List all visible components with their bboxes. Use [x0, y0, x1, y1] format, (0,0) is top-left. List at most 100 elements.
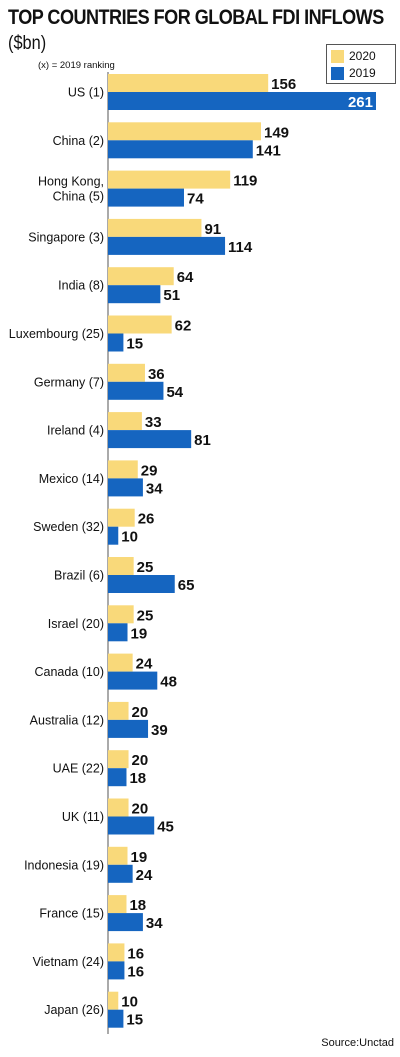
- data-label-2019: 24: [136, 867, 153, 884]
- category-label: India (8): [58, 279, 104, 293]
- legend-item-2019: 2019: [331, 66, 376, 80]
- bar-2020: [108, 605, 134, 624]
- legend-label-2019: 2019: [349, 66, 376, 80]
- data-label-2020: 20: [132, 752, 149, 769]
- category-label: Germany (7): [34, 375, 104, 389]
- chart-subtitle: ($bn): [8, 33, 47, 54]
- bar-2019: [108, 478, 143, 497]
- category-label: France (15): [39, 907, 104, 921]
- category-label: UAE (22): [53, 762, 104, 776]
- bar-2019: [108, 913, 143, 932]
- bar-2019: [108, 526, 119, 545]
- data-label-2020: 64: [177, 269, 194, 286]
- data-label-2020: 33: [145, 414, 162, 431]
- category-label: US (1): [68, 86, 104, 100]
- category-label: Luxembourg (25): [9, 327, 104, 341]
- data-label-2020: 119: [233, 173, 257, 190]
- category-label: Sweden (32): [33, 520, 104, 534]
- category-label: Canada (10): [35, 665, 105, 679]
- category-label: Indonesia (19): [24, 858, 104, 872]
- legend-swatch-2020: [331, 49, 344, 63]
- chart-title: TOP COUNTRIES FOR GLOBAL FDI INFLOWS: [8, 6, 384, 29]
- bar-2020: [108, 218, 202, 237]
- data-label-2019: 10: [121, 529, 138, 546]
- data-label-2020: 149: [264, 124, 289, 141]
- bar-2020: [108, 267, 174, 286]
- legend-item-2020: 2020: [331, 49, 376, 63]
- data-label-2019: 48: [160, 674, 177, 691]
- data-label-2019: 74: [187, 191, 204, 208]
- category-label: China (5): [53, 190, 104, 204]
- data-label-2019: 34: [146, 915, 163, 932]
- category-label: Vietnam (24): [33, 955, 104, 969]
- data-label-2019: 54: [166, 384, 183, 401]
- bar-2020: [108, 460, 138, 479]
- data-label-2019: 18: [129, 770, 146, 787]
- bar-2020: [108, 412, 142, 431]
- legend: 2020 2019: [326, 44, 396, 84]
- bar-2020: [108, 170, 231, 189]
- category-label: Brazil (6): [54, 569, 104, 583]
- data-label-2019: 81: [194, 432, 211, 449]
- data-label-2020: 25: [137, 607, 154, 624]
- bar-2019: [108, 430, 192, 449]
- data-label-2019: 39: [151, 722, 168, 739]
- bar-2019: [108, 575, 175, 593]
- category-label: UK (11): [62, 810, 104, 824]
- data-label-2020: 16: [127, 945, 144, 962]
- data-label-2020: 18: [129, 897, 146, 914]
- bar-2020: [108, 798, 129, 817]
- bar-2019: [108, 92, 376, 110]
- bar-2020: [108, 846, 128, 865]
- bar-2019: [108, 768, 127, 787]
- data-label-2020: 29: [141, 462, 158, 479]
- bar-2020: [108, 750, 129, 769]
- bar-2020: [108, 895, 127, 914]
- data-label-2020: 62: [175, 318, 192, 335]
- bar-2020: [108, 74, 269, 92]
- data-label-2019: 16: [127, 963, 144, 980]
- bar-2019: [108, 285, 161, 304]
- data-label-2019: 261: [348, 94, 373, 111]
- bar-2020: [108, 943, 125, 962]
- ranking-note: (x) = 2019 ranking: [38, 60, 115, 71]
- legend-label-2020: 2020: [349, 49, 376, 63]
- data-label-2020: 36: [148, 366, 165, 383]
- category-label: Japan (26): [44, 1003, 104, 1017]
- data-label-2019: 19: [131, 625, 148, 642]
- category-label: Ireland (4): [47, 424, 104, 438]
- data-label-2019: 65: [178, 577, 195, 594]
- bar-2020: [108, 363, 145, 382]
- data-label-2019: 114: [228, 239, 253, 256]
- data-label-2020: 20: [132, 704, 149, 721]
- category-label: Hong Kong,: [38, 175, 104, 189]
- data-label-2020: 26: [138, 511, 155, 528]
- bar-2019: [108, 864, 133, 883]
- data-label-2019: 34: [146, 480, 163, 497]
- bar-2019: [108, 961, 125, 980]
- bar-2019: [108, 381, 164, 400]
- data-label-2020: 91: [204, 221, 221, 238]
- data-label-2019: 45: [157, 819, 174, 836]
- bar-2019: [108, 719, 149, 738]
- bar-2019: [108, 140, 253, 159]
- bar-2020: [108, 701, 129, 720]
- data-label-2020: 19: [131, 849, 148, 866]
- category-label: Israel (20): [48, 617, 104, 631]
- bar-2020: [108, 315, 172, 334]
- data-label-2019: 15: [126, 336, 143, 353]
- data-label-2019: 15: [126, 1012, 143, 1029]
- data-label-2020: 10: [121, 994, 138, 1011]
- bar-2020: [108, 557, 134, 575]
- bar-2019: [108, 236, 226, 255]
- data-label-2020: 24: [136, 656, 153, 673]
- bar-2020: [108, 653, 133, 672]
- bar-2019: [108, 1009, 124, 1028]
- bar-2020: [108, 122, 261, 141]
- category-label: Australia (12): [30, 713, 104, 727]
- bar-2019: [108, 333, 124, 352]
- bar-2019: [108, 816, 155, 835]
- category-label: Mexico (14): [39, 472, 104, 486]
- legend-swatch-2019: [331, 66, 344, 80]
